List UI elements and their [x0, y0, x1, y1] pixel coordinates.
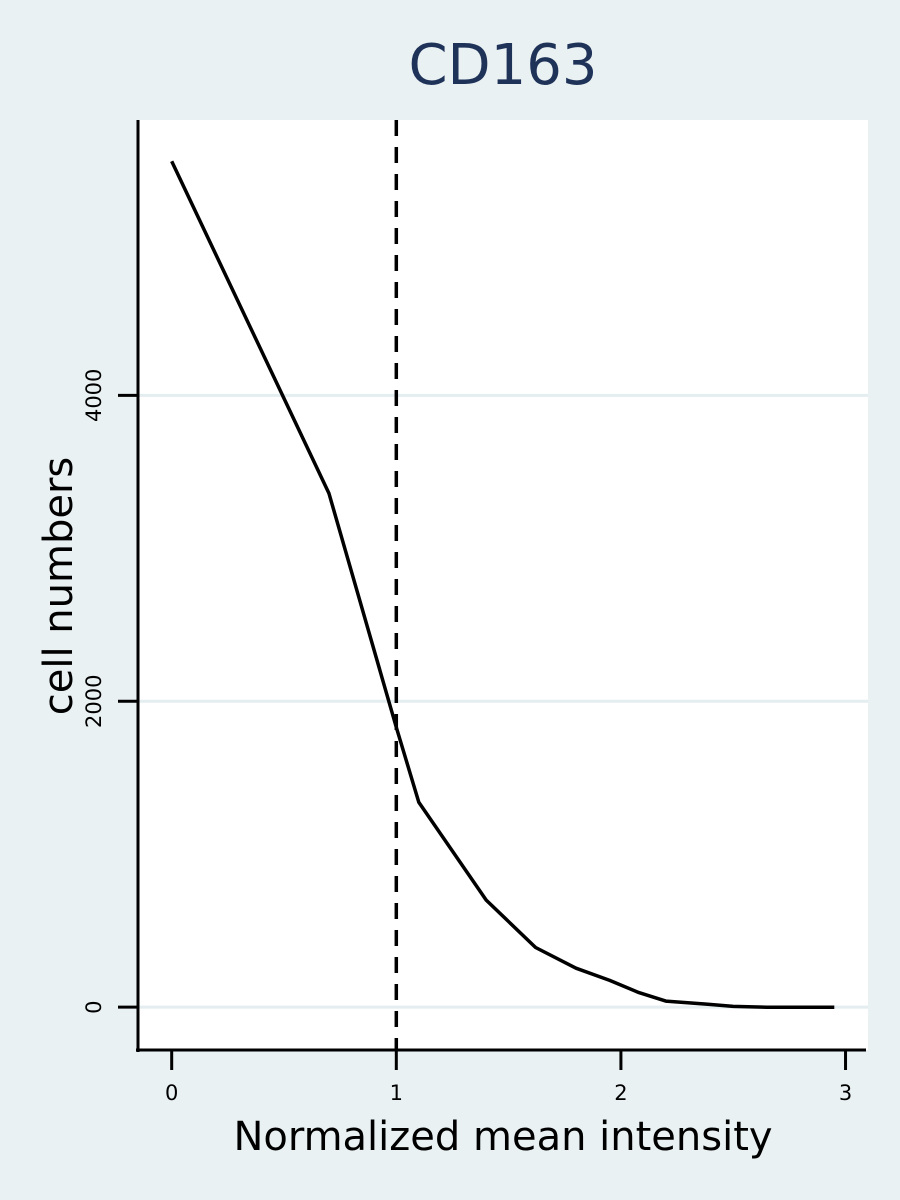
series-layer [170, 120, 835, 1050]
axes: 0 1 2 3 0 2000 4000 [82, 120, 866, 1105]
x-tick-label: 2 [614, 1081, 627, 1105]
x-tick-label: 0 [165, 1081, 178, 1105]
plot-area [138, 120, 868, 1050]
chart-title: CD163 [408, 33, 597, 98]
y-tick-label: 0 [82, 1000, 106, 1013]
x-axis-title: Normalized mean intensity [233, 1114, 772, 1160]
y-axis-title: cell numbers [36, 457, 82, 716]
y-tick-label: 2000 [82, 675, 106, 728]
x-tick-label: 1 [390, 1081, 403, 1105]
series-line [170, 160, 835, 1009]
x-tick-label: 3 [839, 1081, 852, 1105]
y-tick-label: 4000 [82, 369, 106, 422]
